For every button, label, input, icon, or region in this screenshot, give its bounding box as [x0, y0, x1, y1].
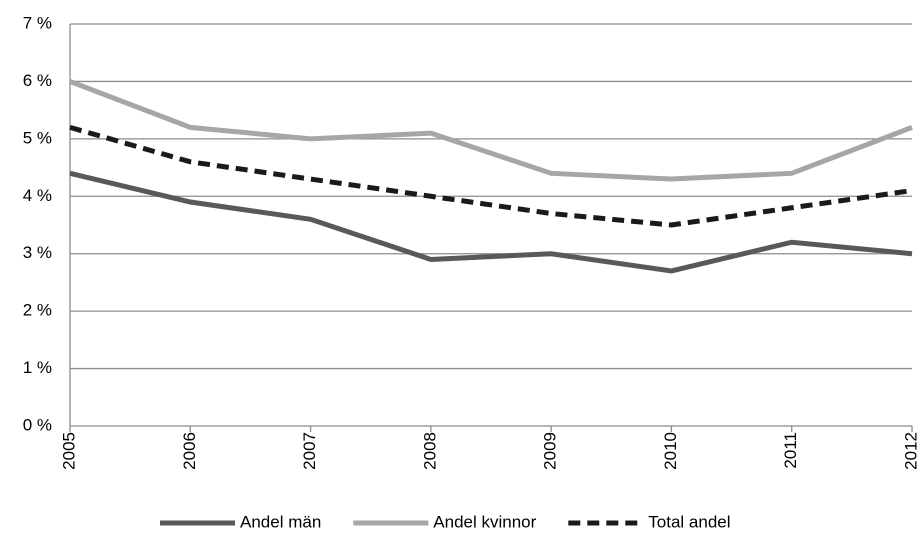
y-tick-label: 3 %: [23, 243, 52, 262]
y-tick-label: 7 %: [23, 13, 52, 32]
y-tick-label: 2 %: [23, 301, 52, 320]
x-tick-label: 2012: [901, 432, 920, 470]
x-tick-label: 2011: [781, 432, 800, 469]
y-tick-label: 6 %: [23, 71, 52, 90]
y-tick-label: 0 %: [23, 415, 52, 434]
x-tick-label: 2010: [661, 432, 680, 470]
series-line: [69, 170, 913, 274]
y-tick-label: 1 %: [23, 358, 52, 377]
series-line: [69, 79, 913, 182]
x-tick-label: 2005: [59, 432, 78, 470]
legend-label: Andel män: [240, 512, 321, 531]
series-line: [69, 124, 913, 228]
y-tick-label: 5 %: [23, 128, 52, 147]
legend-label: Total andel: [648, 512, 730, 531]
legend-label: Andel kvinnor: [433, 512, 536, 531]
x-tick-label: 2008: [420, 432, 439, 470]
x-tick-label: 2007: [300, 432, 319, 470]
x-tick-label: 2009: [541, 432, 560, 470]
y-tick-label: 4 %: [23, 186, 52, 205]
x-tick-label: 2006: [180, 432, 199, 470]
